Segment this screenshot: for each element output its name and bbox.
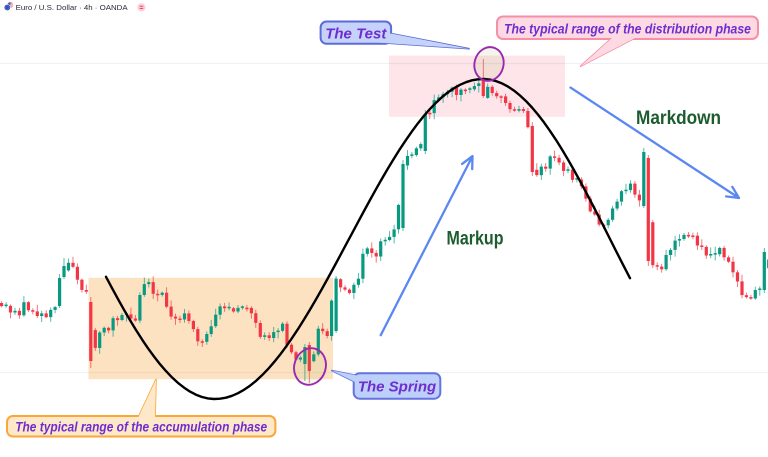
svg-text:Markdown: Markdown (636, 108, 721, 129)
svg-text:The typical range of the accum: The typical range of the accumulation ph… (15, 419, 267, 435)
svg-text:Markup: Markup (447, 229, 504, 250)
svg-text:The Spring: The Spring (358, 379, 436, 396)
svg-text:The Test: The Test (325, 26, 387, 43)
svg-text:The typical range of the distr: The typical range of the distribution ph… (504, 21, 751, 37)
svg-text:Euro / U.S. Dollar · 4h · OAND: Euro / U.S. Dollar · 4h · OANDA (16, 3, 128, 12)
